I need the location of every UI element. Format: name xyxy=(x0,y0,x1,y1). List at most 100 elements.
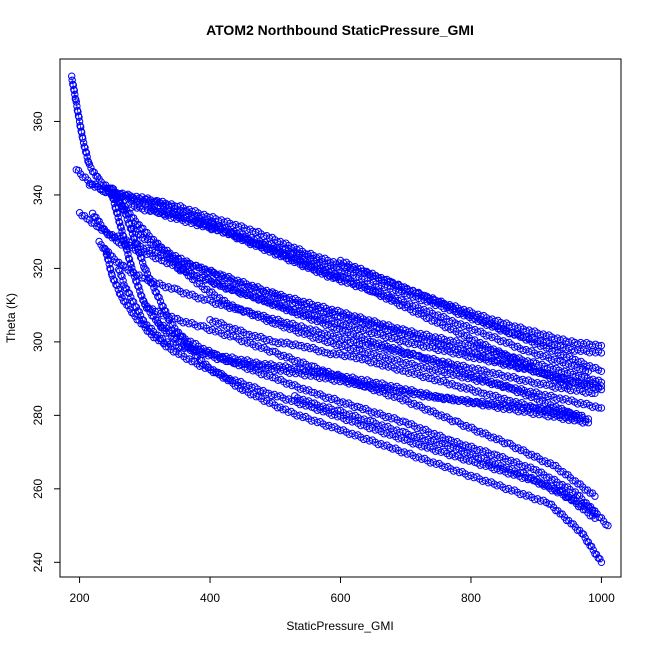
data-point xyxy=(559,380,568,389)
data-point xyxy=(119,261,127,270)
data-point xyxy=(162,307,170,315)
data-point xyxy=(102,250,111,258)
y-tick-label: 340 xyxy=(31,185,45,205)
data-point xyxy=(119,277,127,285)
data-point xyxy=(597,558,606,566)
data-point xyxy=(426,408,435,416)
data-point xyxy=(581,415,590,423)
data-point xyxy=(266,348,274,356)
data-point xyxy=(119,232,128,240)
data-point xyxy=(124,250,132,259)
data-point xyxy=(82,148,90,156)
data-point xyxy=(597,382,606,390)
data-point xyxy=(591,389,599,397)
data-point xyxy=(513,388,522,397)
data-point xyxy=(131,273,139,281)
series-line xyxy=(111,187,602,563)
data-point xyxy=(126,259,135,268)
data-point xyxy=(451,345,459,354)
data-point xyxy=(249,293,257,301)
data-point xyxy=(594,342,603,350)
data-point xyxy=(125,255,134,263)
data-point xyxy=(252,240,261,249)
data-point xyxy=(75,113,83,121)
data-point xyxy=(136,287,144,295)
data-point xyxy=(116,222,125,231)
data-point xyxy=(75,117,84,126)
data-point xyxy=(127,260,135,269)
data-point xyxy=(197,356,206,364)
data-point xyxy=(243,226,251,234)
data-point xyxy=(163,259,171,268)
data-point xyxy=(568,355,577,363)
data-point xyxy=(278,251,287,260)
data-point xyxy=(138,234,147,242)
data-point xyxy=(220,218,229,226)
data-point xyxy=(95,217,103,226)
x-tick-label: 800 xyxy=(461,591,481,605)
data-point xyxy=(139,224,147,233)
data-point xyxy=(116,218,124,227)
data-point xyxy=(461,370,469,378)
data-point xyxy=(513,469,522,477)
data-point xyxy=(103,251,111,259)
chart-title: ATOM2 Northbound StaticPressure_GMI xyxy=(206,22,474,38)
data-point xyxy=(588,389,596,398)
data-point xyxy=(543,481,551,490)
data-point xyxy=(412,352,420,360)
x-tick-label: 1000 xyxy=(588,591,615,605)
y-tick-label: 280 xyxy=(31,405,45,425)
data-point xyxy=(438,300,446,308)
data-point xyxy=(555,486,564,495)
data-point xyxy=(77,123,85,131)
data-point xyxy=(104,256,113,264)
data-point xyxy=(69,81,78,90)
data-point xyxy=(490,322,498,330)
data-point xyxy=(188,344,196,353)
data-point xyxy=(68,76,76,84)
data-point xyxy=(157,256,166,265)
data-point xyxy=(464,443,473,451)
data-point xyxy=(132,240,141,248)
data-point xyxy=(118,227,126,235)
data-point xyxy=(125,289,134,298)
data-point xyxy=(597,367,606,375)
data-point xyxy=(120,236,128,244)
data-point xyxy=(516,468,525,477)
data-point xyxy=(124,302,133,310)
data-point xyxy=(500,439,509,448)
data-point xyxy=(125,220,134,229)
data-point xyxy=(109,185,118,193)
data-point xyxy=(150,312,158,320)
data-point xyxy=(304,262,313,271)
data-point xyxy=(91,183,99,191)
data-point xyxy=(115,289,124,298)
data-point xyxy=(102,246,110,254)
data-point xyxy=(448,417,457,426)
data-point xyxy=(72,98,81,106)
data-point xyxy=(139,258,147,267)
data-point xyxy=(138,292,146,300)
data-point xyxy=(529,368,538,376)
data-point xyxy=(584,415,593,423)
data-point xyxy=(597,404,606,412)
data-point xyxy=(490,357,498,365)
data-point xyxy=(294,301,303,309)
data-point xyxy=(119,231,127,239)
y-tick-label: 300 xyxy=(31,332,45,352)
data-point xyxy=(587,542,596,551)
data-point xyxy=(139,296,147,304)
series-line xyxy=(209,319,589,420)
data-point xyxy=(174,254,183,263)
data-point xyxy=(73,102,81,110)
data-point xyxy=(373,323,381,332)
data-point xyxy=(164,343,173,351)
data-point xyxy=(579,530,588,538)
data-point xyxy=(412,289,420,297)
data-point xyxy=(396,418,404,426)
data-point xyxy=(594,383,603,391)
data-point xyxy=(136,249,144,258)
data-point xyxy=(191,276,199,284)
data-point xyxy=(568,379,577,387)
